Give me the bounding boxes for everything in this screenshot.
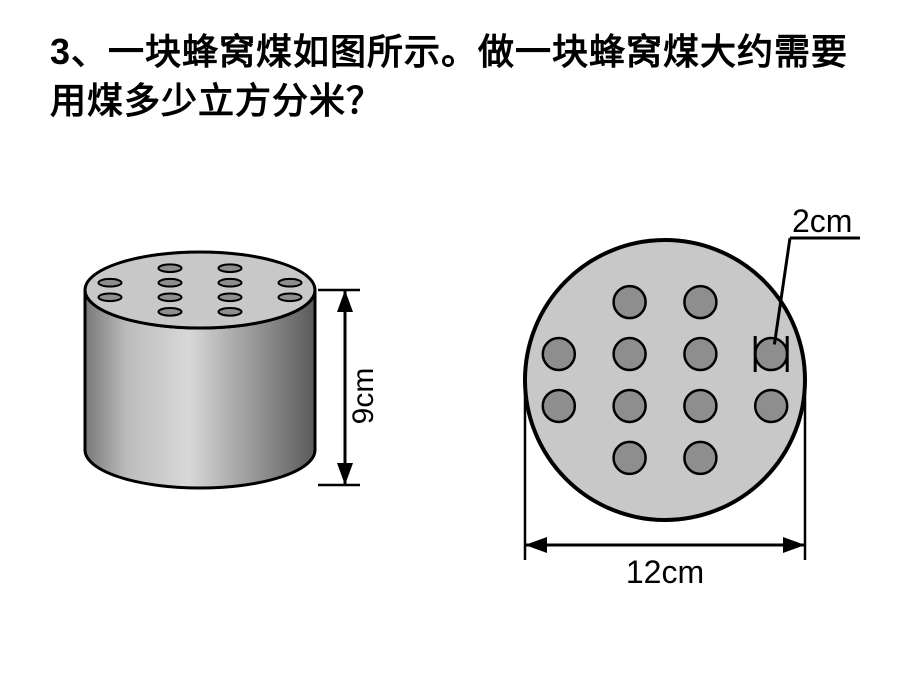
topview-hole xyxy=(614,286,646,318)
cylinder-hole xyxy=(279,279,302,287)
topview-hole xyxy=(614,338,646,370)
cylinder-hole xyxy=(159,264,182,272)
cylinder-hole xyxy=(99,293,122,301)
topview-hole xyxy=(684,442,716,474)
cylinder-hole xyxy=(159,279,182,287)
cylinder-hole xyxy=(159,308,182,316)
topview-hole xyxy=(755,390,787,422)
height-label: 9cm xyxy=(347,368,380,425)
height-dimension: 9cm xyxy=(318,290,380,485)
topview-hole xyxy=(684,390,716,422)
cylinder-hole xyxy=(279,293,302,301)
topview-hole xyxy=(543,338,575,370)
question-text: 3、一块蜂窝煤如图所示。做一块蜂窝煤大约需要用煤多少立方分米？ xyxy=(50,28,860,125)
cylinder-hole xyxy=(159,293,182,301)
cylinder-hole xyxy=(99,279,122,287)
topview-hole xyxy=(614,390,646,422)
topview-hole xyxy=(543,390,575,422)
hole-diameter-label: 2cm xyxy=(792,203,852,239)
topview-figure: 2cm 12cm xyxy=(490,190,870,590)
cylinder-hole xyxy=(219,264,242,272)
cylinder-top-face xyxy=(85,252,315,328)
topview-outer-circle xyxy=(525,240,805,520)
topview-hole xyxy=(684,286,716,318)
cylinder-hole xyxy=(219,279,242,287)
cylinder-hole xyxy=(219,308,242,316)
figures-container: 9cm 2cm xyxy=(0,180,920,630)
cylinder-3d-figure: 9cm xyxy=(70,220,430,560)
topview-hole xyxy=(684,338,716,370)
topview-hole xyxy=(614,442,646,474)
outer-diameter-label: 12cm xyxy=(626,554,704,590)
topview-hole xyxy=(755,338,787,370)
cylinder-hole xyxy=(219,293,242,301)
